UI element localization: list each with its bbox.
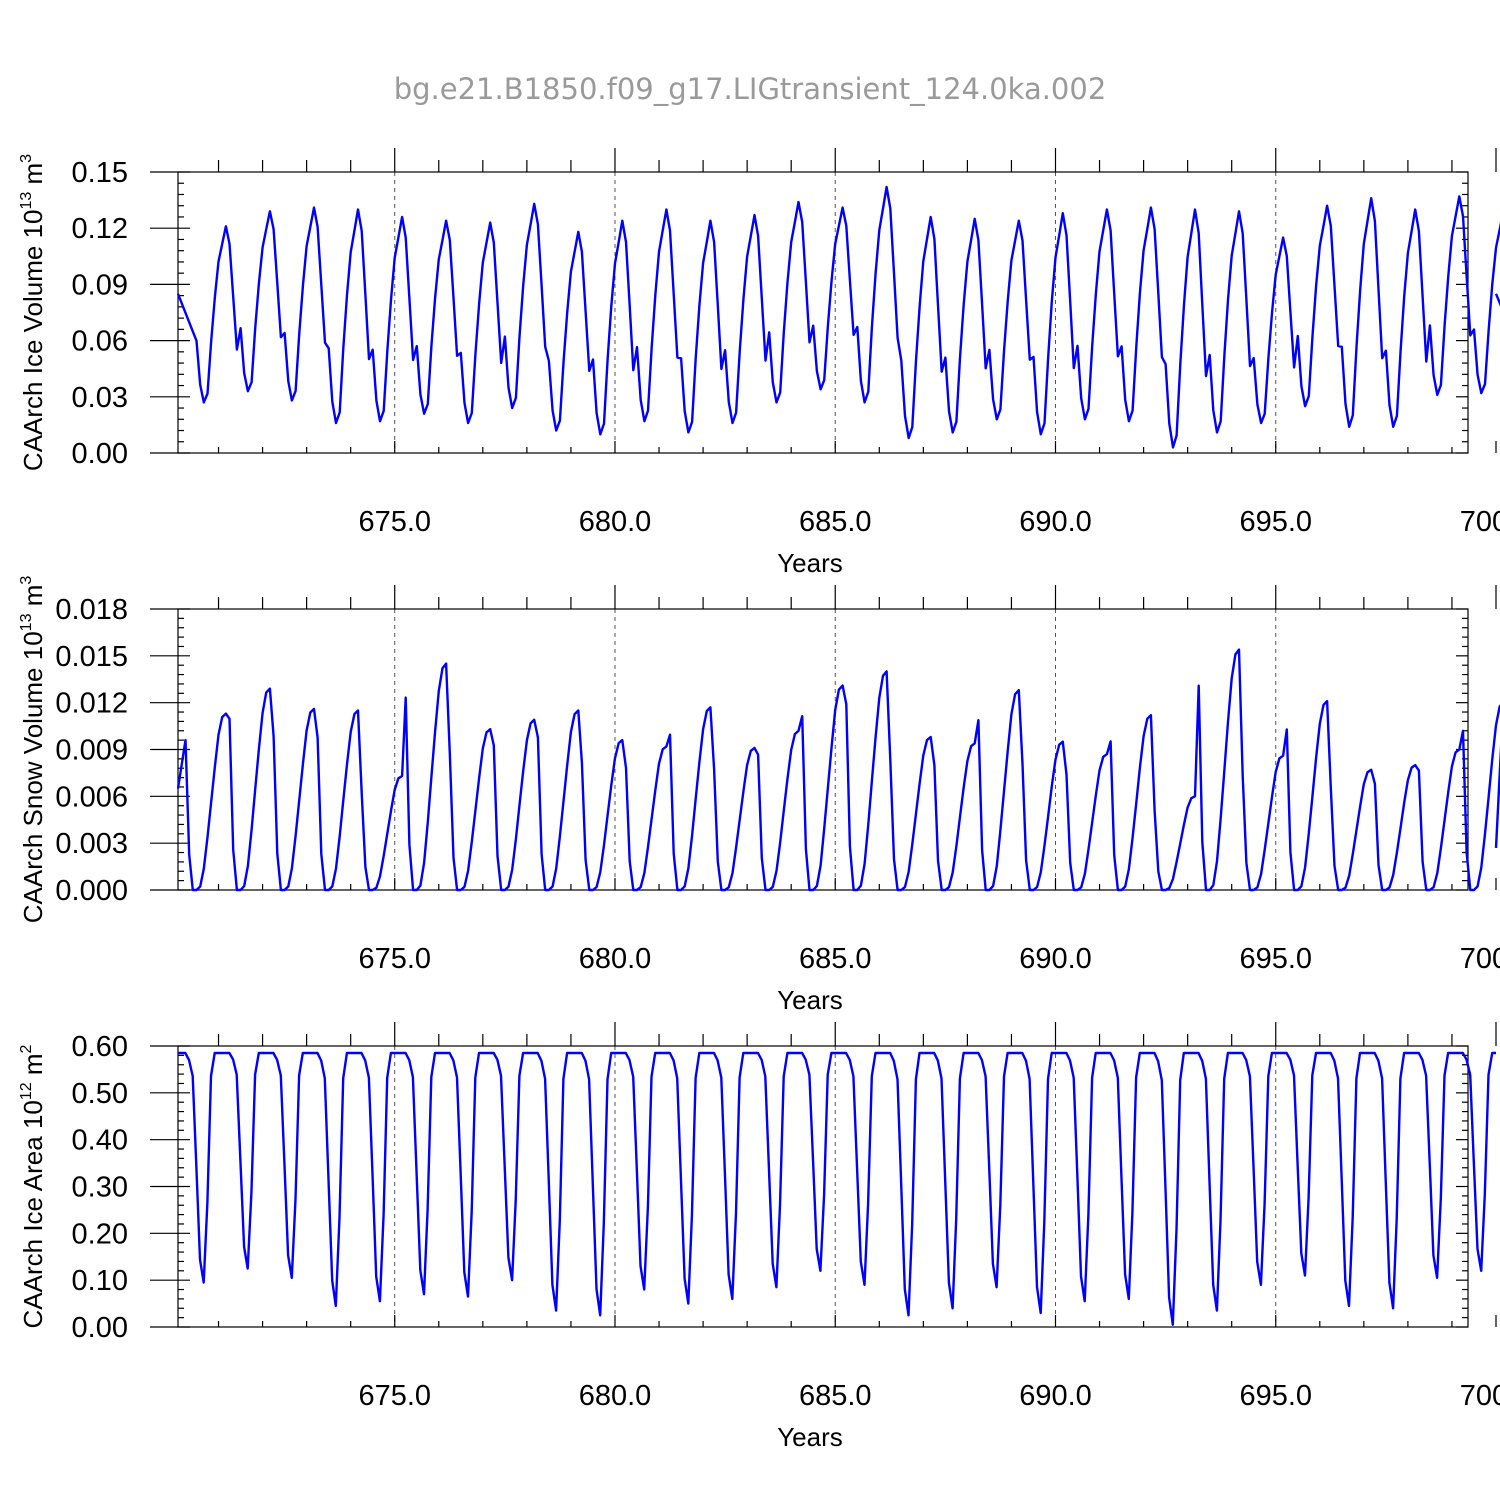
x-tick-label: 700.0 [1460,943,1500,975]
y-tick-label: 0.03 [72,382,128,414]
y-tick-label: 0.15 [72,157,128,189]
x-tick-label: 680.0 [579,1380,652,1412]
x-tick-label: 675.0 [358,1380,431,1412]
x-tick-label: 695.0 [1239,506,1312,538]
x-tick-label: 695.0 [1239,1380,1312,1412]
chart-title: bg.e21.B1850.f09_g17.LIGtransient_124.0k… [394,72,1107,106]
plot-frame [177,1045,1469,1328]
x-tick-label: 680.0 [579,943,652,975]
x-axis-label: Years [777,1422,843,1452]
x-axis-label: Years [777,985,843,1015]
x-tick-label: 680.0 [579,506,652,538]
y-tick-label: 0.50 [72,1078,128,1110]
y-tick-label: 0.60 [72,1031,128,1063]
y-tick-label: 0.009 [55,735,128,767]
panel-2: 0.000 0.003 0.006 0.009 0.012 0.015 0.018 675.0… [18,576,1500,1015]
x-tick-label: 690.0 [1019,943,1092,975]
y-tick-label: 0.003 [55,828,128,860]
y-tick-label: 0.018 [55,594,128,626]
y-axis-label: CAArch Snow Volume 1013 m3 [18,576,48,924]
x-tick-label: 695.0 [1239,943,1312,975]
x-tick-label: 685.0 [799,943,872,975]
x-tick-label: 690.0 [1019,506,1092,538]
y-tick-label: 0.30 [72,1172,128,1204]
y-tick-label: 0.40 [72,1125,128,1157]
y-tick-label: 0.00 [72,438,128,470]
x-tick-label: 685.0 [799,506,872,538]
y-tick-label: 0.09 [72,269,128,301]
y-tick-label: 0.06 [72,326,128,358]
y-axis-label: CAArch Ice Area 1012 m2 [18,1044,48,1328]
y-tick-label: 0.012 [55,688,128,720]
x-tick-label: 700.0 [1460,1380,1500,1412]
x-tick-label: 690.0 [1019,1380,1092,1412]
plot-frame [177,171,1469,454]
y-tick-label: 0.00 [72,1312,128,1344]
y-tick-label: 0.12 [72,213,128,245]
x-axis-label: Years [777,548,843,578]
panel-1: 0.00 0.03 0.06 0.09 0.12 0.15 675.0 680.0 685.0 6… [18,148,1500,578]
y-axis-label: CAArch Ice Volume 1013 m3 [18,154,48,471]
series-line [178,1051,1498,1326]
x-tick-label: 700.0 [1460,506,1500,538]
series-line [176,648,1500,892]
y-tick-label: 0.015 [55,641,128,673]
y-tick-label: 0.20 [72,1218,128,1250]
y-tick-label: 0.10 [72,1265,128,1297]
x-tick-label: 675.0 [358,506,431,538]
x-tick-label: 685.0 [799,1380,872,1412]
y-tick-label: 0.006 [55,781,128,813]
y-tick-label: 0.000 [55,875,128,907]
series-line [176,185,1500,449]
x-tick-label: 675.0 [358,943,431,975]
panel-3: 0.00 0.10 0.20 0.30 0.40 0.50 0.60 675.0 680.0 68… [18,1022,1500,1452]
